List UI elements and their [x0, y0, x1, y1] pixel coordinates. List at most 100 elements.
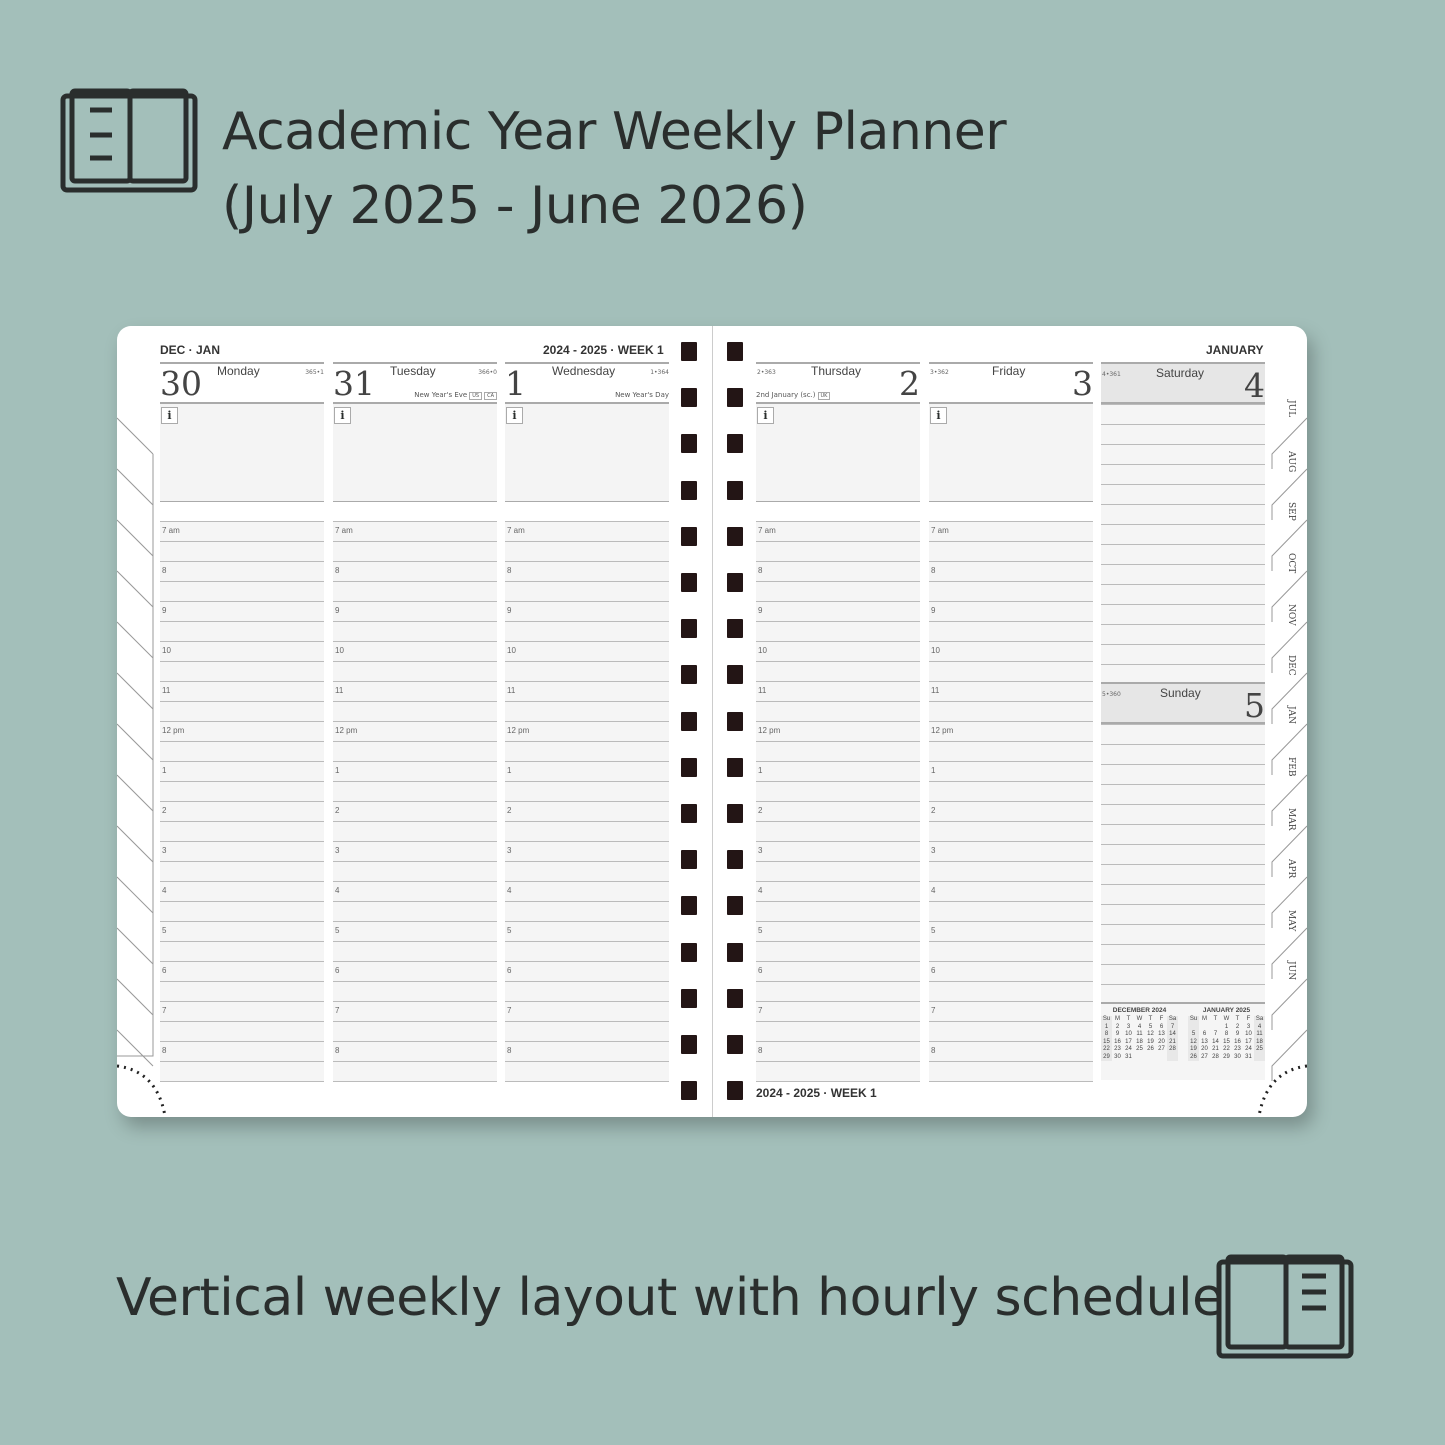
spiral-ring: [727, 388, 743, 408]
notes-area[interactable]: i: [929, 402, 1093, 502]
date-cell: 24: [1245, 1046, 1252, 1052]
tab-edges: [117, 417, 1307, 1117]
day-number: 30: [160, 364, 202, 403]
tab-edge: [117, 454, 154, 1057]
month-tab-sep[interactable]: SEP: [1286, 502, 1296, 521]
hour-label: 6: [335, 966, 340, 975]
date-cell: [1167, 1053, 1178, 1061]
hourly-schedule[interactable]: 7 am 8 9 10 11 12 pm 1 2 3 4 5 6 7 8: [756, 521, 920, 1082]
tab-edge: [1271, 927, 1307, 979]
month-tab-nov[interactable]: NOV: [1286, 604, 1296, 626]
weekday-label: T: [1213, 1016, 1218, 1022]
hour-label: 10: [162, 646, 171, 655]
hour-label: 1: [758, 766, 763, 775]
hour-label: 7: [162, 1006, 167, 1015]
date-cell: 7: [1167, 1023, 1178, 1031]
saturday-header: 4•361 Saturday 4: [1101, 362, 1265, 405]
mini-calendar-grid: Su M T W T F Sa 1 2 3 4 5 6 7 8 9 10 11 12 13 14 15 16 17 18 19 20…: [1101, 1016, 1178, 1061]
hour-label: 2: [335, 806, 340, 815]
date-cell: 28: [1212, 1053, 1219, 1060]
month-tab-jan[interactable]: JAN: [1286, 706, 1296, 724]
month-tab-dec[interactable]: DEC: [1286, 655, 1296, 676]
country-tag: UK: [817, 392, 831, 400]
hour-label: 11: [507, 686, 516, 695]
day-name: Tuesday: [390, 364, 436, 378]
info-icon[interactable]: i: [334, 407, 351, 424]
hourly-schedule[interactable]: 7 am 8 9 10 11 12 pm 1 2 3 4 5 6 7 8: [929, 521, 1093, 1082]
hour-label: 9: [507, 606, 512, 615]
tab-edge: [117, 723, 154, 761]
month-tab-feb[interactable]: FEB: [1286, 757, 1296, 777]
date-cell: 27: [1158, 1046, 1165, 1052]
month-tab-jun[interactable]: JUN: [1286, 961, 1296, 981]
tab-edge: [1271, 570, 1307, 622]
hour-label: 7 am: [507, 526, 525, 535]
date-cell: [1134, 1054, 1145, 1062]
info-icon[interactable]: i: [930, 407, 947, 424]
date-cell: 30: [1234, 1053, 1241, 1060]
info-icon[interactable]: i: [757, 407, 774, 424]
date-cell: 10: [1245, 1031, 1252, 1037]
hour-label: 1: [162, 766, 167, 775]
holiday-label: 2nd January (sc.) UK: [756, 391, 831, 400]
spiral-ring: [727, 619, 743, 639]
hour-label: 8: [162, 566, 167, 575]
day-number: 4: [1244, 366, 1265, 405]
date-cell: 1: [1224, 1023, 1229, 1030]
hour-label: 10: [335, 646, 344, 655]
spiral-ring: [681, 388, 697, 408]
open-book-icon: [60, 88, 198, 193]
tab-edge: [117, 672, 154, 710]
hour-label: 8: [931, 1046, 936, 1055]
month-tab-aug[interactable]: AUG: [1286, 451, 1296, 473]
info-icon[interactable]: i: [506, 407, 523, 424]
hour-label: 4: [162, 886, 167, 895]
date-cell: 16: [1234, 1038, 1241, 1045]
hour-label: 12 pm: [758, 726, 781, 735]
notes-area[interactable]: i: [333, 402, 497, 502]
hour-label: 4: [931, 886, 936, 895]
spiral-ring: [727, 896, 743, 916]
hour-label: 4: [758, 886, 763, 895]
saturday-lines[interactable]: [1101, 402, 1265, 682]
divider: [333, 362, 497, 364]
month-tab-jul[interactable]: JUL: [1286, 400, 1296, 418]
day-number: 31: [333, 364, 375, 403]
date-cell: 12: [1147, 1031, 1154, 1037]
spiral-ring: [727, 988, 743, 1008]
weekday-label: Su: [1101, 1016, 1112, 1024]
hour-label: 9: [162, 606, 167, 615]
holiday-name: New Year's Day: [615, 391, 669, 399]
day-count: 365•1: [305, 369, 324, 376]
month-tab-apr[interactable]: APR: [1286, 859, 1296, 879]
notes-area[interactable]: i: [756, 402, 920, 502]
tab-edge: [1271, 723, 1307, 775]
sunday-lines[interactable]: [1101, 722, 1265, 1002]
date-cell: 5: [1148, 1023, 1153, 1030]
holiday-label: New Year's Eve US CA: [414, 391, 497, 400]
notes-area[interactable]: i: [505, 402, 669, 502]
spiral-ring: [727, 850, 743, 870]
date-cell: [1188, 1023, 1199, 1031]
month-tab-may[interactable]: MAY: [1286, 910, 1296, 932]
weekday-label: W: [1223, 1016, 1230, 1022]
hourly-schedule[interactable]: 7 am 8 9 10 11 12 pm 1 2 3 4 5 6 7 8: [160, 521, 324, 1082]
hour-label: 9: [758, 606, 763, 615]
tab-edge: [1271, 519, 1307, 571]
month-tab-mar[interactable]: MAR: [1286, 808, 1296, 831]
info-icon[interactable]: i: [161, 407, 178, 424]
date-cell: 1: [1101, 1023, 1112, 1031]
month-tab-oct[interactable]: OCT: [1286, 553, 1296, 574]
tab-edge: [117, 1029, 154, 1067]
date-cell: 2: [1115, 1023, 1120, 1030]
hour-label: 3: [162, 846, 167, 855]
hour-label: 6: [758, 966, 763, 975]
notes-area[interactable]: i: [160, 402, 324, 502]
tab-edge: [117, 774, 154, 812]
hourly-schedule[interactable]: 7 am 8 9 10 11 12 pm 1 2 3 4 5 6 7 8: [333, 521, 497, 1082]
hourly-schedule[interactable]: 7 am 8 9 10 11 12 pm 1 2 3 4 5 6 7 8: [505, 521, 669, 1082]
planner-spread: DEC · JAN 2024 - 2025 · WEEK 1 JANUARY 2…: [117, 326, 1307, 1117]
spiral-ring: [681, 804, 697, 823]
page-title: Academic Year Weekly Planner (July 2025 -…: [222, 102, 1007, 236]
date-cell: 15: [1223, 1038, 1230, 1045]
